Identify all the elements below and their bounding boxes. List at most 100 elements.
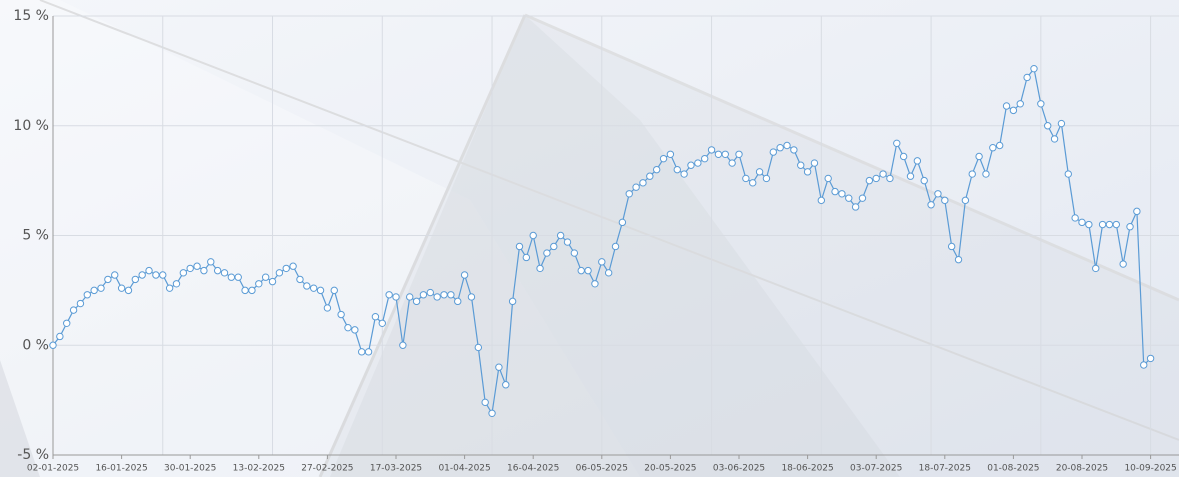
data-point (426, 288, 434, 297)
data-point (399, 341, 407, 349)
data-point (76, 299, 85, 308)
data-point (69, 306, 78, 314)
data-point (858, 194, 867, 202)
data-point (1140, 361, 1148, 369)
data-point (316, 286, 325, 295)
data-point (440, 291, 448, 299)
data-point (577, 266, 585, 275)
data-point (920, 176, 928, 185)
data-point (97, 284, 105, 292)
data-point (296, 275, 304, 284)
data-point (179, 269, 188, 277)
data-point (701, 154, 709, 163)
data-point (865, 176, 874, 185)
data-point (1050, 135, 1059, 143)
data-point (1030, 64, 1038, 73)
data-point (460, 271, 469, 279)
data-point (200, 266, 208, 275)
data-point (207, 258, 215, 266)
data-point (947, 242, 956, 251)
data-point (556, 231, 565, 240)
data-point (104, 275, 112, 284)
data-point (337, 310, 345, 319)
x-tick-label: 01-04-2025 (438, 464, 490, 474)
data-point (145, 266, 153, 275)
data-point (989, 144, 997, 152)
data-point (906, 172, 915, 180)
data-point (618, 218, 627, 227)
x-tick-label: 03-06-2025 (713, 464, 765, 474)
data-point (358, 348, 366, 356)
data-point (790, 146, 798, 154)
data-point (749, 179, 757, 187)
data-point (742, 174, 750, 183)
data-point (1133, 207, 1141, 216)
x-tick-label: 01-08-2025 (987, 464, 1039, 474)
data-point (193, 262, 201, 270)
x-tick-label: 02-01-2025 (27, 464, 79, 474)
data-point (803, 168, 812, 176)
data-point (659, 154, 668, 163)
data-point (879, 170, 887, 178)
data-point (762, 174, 771, 183)
data-point (364, 348, 373, 356)
data-point (351, 326, 359, 334)
data-point (1057, 119, 1066, 128)
data-point (1078, 218, 1086, 227)
x-tick-label: 16-01-2025 (95, 464, 147, 474)
data-point (728, 159, 736, 167)
data-point (502, 381, 510, 389)
data-point (385, 291, 393, 299)
data-point (673, 165, 681, 174)
data-point (646, 172, 654, 180)
y-tick-label: 15 % (13, 8, 49, 24)
x-tick-label: 20-08-2025 (1056, 464, 1108, 474)
x-tick-label: 16-04-2025 (507, 464, 559, 474)
data-point (186, 264, 194, 273)
data-point (886, 174, 894, 183)
data-point (1044, 122, 1052, 130)
data-point (1071, 214, 1079, 222)
data-point (824, 174, 832, 183)
data-point (625, 190, 633, 198)
data-point (419, 291, 428, 299)
data-point (927, 201, 935, 209)
data-point (83, 291, 92, 299)
data-point (797, 161, 805, 169)
data-point (508, 297, 517, 306)
data-point (652, 165, 661, 174)
data-point (1064, 170, 1072, 178)
y-tick-label: 5 % (22, 228, 49, 244)
data-point (248, 286, 256, 295)
x-tick-label: 10-09-2025 (1124, 464, 1176, 474)
data-point (1146, 354, 1155, 363)
data-point (941, 196, 949, 205)
data-point (1092, 264, 1100, 273)
data-point (1112, 220, 1121, 229)
data-point (234, 273, 242, 281)
data-point (1098, 220, 1107, 229)
data-point (666, 150, 675, 158)
data-point (694, 159, 702, 167)
data-point (735, 150, 743, 158)
data-point (838, 190, 846, 198)
x-tick-label: 13-02-2025 (233, 464, 285, 474)
data-point (769, 148, 777, 156)
data-point (611, 242, 620, 251)
data-point (289, 262, 297, 270)
data-point (330, 286, 338, 295)
data-point (783, 141, 791, 150)
data-point (303, 282, 311, 290)
data-point (776, 144, 784, 152)
data-point (1009, 106, 1018, 115)
data-point (56, 332, 64, 341)
data-point (899, 152, 908, 161)
data-point (1085, 220, 1093, 229)
data-point (111, 271, 119, 279)
data-point (474, 343, 483, 352)
x-tick-label: 06-05-2025 (576, 464, 628, 474)
data-point (680, 170, 688, 178)
data-point (371, 313, 380, 321)
data-point (241, 286, 249, 295)
